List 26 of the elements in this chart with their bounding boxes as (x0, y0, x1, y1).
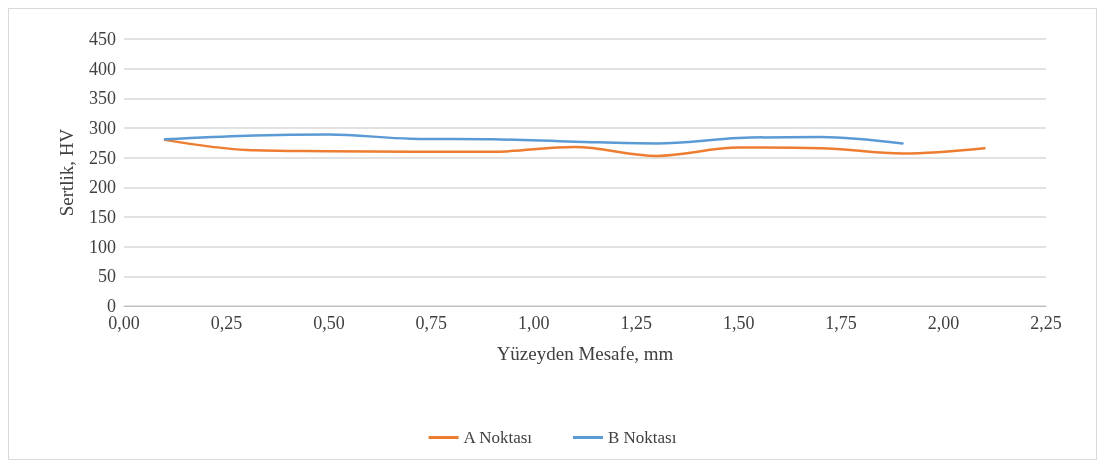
y-tick-label: 400 (89, 58, 116, 79)
x-tick-label: 2,25 (1030, 313, 1062, 333)
legend-label: A Noktası (463, 428, 533, 447)
y-tick-label: 200 (89, 177, 116, 198)
y-tick-label: 350 (89, 88, 116, 109)
line-series (163, 133, 904, 145)
x-tick-label: 0,75 (415, 313, 448, 333)
x-tick-label: 1,25 (620, 313, 652, 333)
y-tick-label: 100 (89, 236, 116, 257)
y-tick-label: 250 (89, 147, 116, 168)
x-tick-label: 0,25 (210, 313, 243, 333)
x-tick-label: 0,50 (313, 313, 345, 333)
y-axis-title: Sertlik, HV (56, 128, 77, 217)
line-series (163, 138, 986, 158)
x-tick-label: 1,75 (825, 313, 857, 333)
x-axis-title: Yüzeyden Mesafe, mm (496, 343, 674, 364)
y-tick-label: 50 (98, 266, 116, 287)
y-tick-label: 300 (89, 118, 116, 138)
y-tick-label: 450 (89, 29, 116, 49)
x-tick-label: 1,50 (722, 313, 755, 333)
legend-label: B Noktası (607, 428, 677, 447)
x-tick-label: 2,00 (927, 313, 960, 333)
y-tick-label: 150 (89, 207, 116, 227)
x-tick-label: 1,00 (518, 313, 550, 333)
y-tick-label: 0 (107, 296, 116, 316)
x-tick-label: 0,00 (108, 313, 140, 333)
